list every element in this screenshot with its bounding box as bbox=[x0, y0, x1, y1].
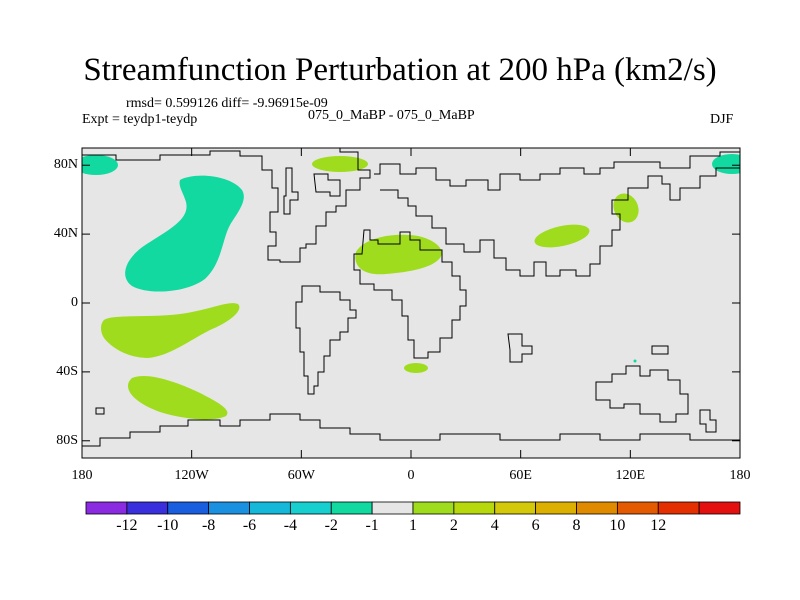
experiment-label: Expt = teydp1-teydp bbox=[82, 112, 198, 127]
coast-madagascar bbox=[507, 333, 533, 363]
x-tick-label: 180 bbox=[729, 468, 751, 483]
y-tick-label: 80N bbox=[53, 157, 78, 173]
colorbar-swatch bbox=[453, 501, 496, 515]
colorbar-swatch bbox=[535, 501, 577, 515]
colorbar-label: -4 bbox=[283, 517, 298, 534]
colorbar-label: -6 bbox=[242, 517, 257, 534]
colorbar-swatch bbox=[494, 501, 537, 515]
colorbar-label: 1 bbox=[409, 517, 417, 534]
coast-new-zealand bbox=[699, 409, 717, 433]
colorbar-swatch bbox=[85, 501, 128, 515]
colorbar-label: 8 bbox=[572, 517, 581, 534]
colorbar-label: -10 bbox=[157, 517, 179, 534]
colorbar-swatch bbox=[249, 501, 291, 515]
coast-eurasia-south bbox=[380, 167, 740, 277]
colorbar-label: 10 bbox=[609, 517, 626, 534]
coast-island-sw bbox=[95, 407, 105, 415]
colorbar-label: 6 bbox=[531, 517, 540, 534]
anomaly-dot bbox=[633, 359, 637, 363]
coast-hudson bbox=[283, 167, 299, 215]
colorbar-swatch bbox=[412, 501, 455, 515]
x-tick-label: 60W bbox=[287, 468, 315, 483]
x-tick-label: 120E bbox=[615, 468, 646, 483]
axis-ticks bbox=[81, 148, 741, 458]
colorbar-swatch bbox=[698, 501, 741, 515]
coast-australia bbox=[595, 365, 689, 423]
colorbar-swatch bbox=[208, 501, 250, 515]
coast-new-guinea bbox=[651, 345, 669, 355]
colorbar-label: 4 bbox=[490, 517, 499, 534]
chart-title: Streamfunction Perturbation at 200 hPa (… bbox=[83, 52, 717, 88]
anomaly-north-atlantic bbox=[312, 156, 368, 172]
colorbar-swatch bbox=[576, 501, 618, 515]
anomaly-north-pacific bbox=[125, 175, 244, 292]
anomaly-south-pacific-south bbox=[128, 375, 228, 420]
x-tick-label: 0 bbox=[407, 468, 415, 483]
colorbar-swatch bbox=[167, 501, 210, 515]
y-tick-label: 40N bbox=[53, 226, 78, 242]
coast-south-america bbox=[295, 285, 357, 395]
colorbar-swatch bbox=[289, 501, 332, 515]
colorbar-swatch bbox=[657, 501, 700, 515]
coast-north-america bbox=[82, 148, 371, 263]
anomaly-arctic-east bbox=[712, 154, 740, 174]
colorbar-label: 12 bbox=[650, 517, 667, 534]
colorbar-swatch bbox=[126, 501, 169, 515]
colorbar-label: -1 bbox=[365, 517, 379, 534]
anomaly-layer bbox=[82, 154, 740, 420]
colorbar-swatch bbox=[371, 501, 414, 515]
colorbar-swatch bbox=[330, 501, 373, 515]
y-tick-label: 80S bbox=[56, 432, 78, 448]
colorbar bbox=[85, 501, 741, 515]
colorbar-label: -8 bbox=[201, 517, 216, 534]
x-tick-label: 180 bbox=[71, 468, 93, 483]
coast-antarctica bbox=[82, 413, 740, 447]
x-tick-label: 60E bbox=[509, 468, 532, 483]
anomaly-south-pacific-north bbox=[101, 303, 240, 358]
y-tick-label: 0 bbox=[71, 295, 78, 310]
y-tick-label: 40S bbox=[56, 363, 78, 379]
stats-line: rmsd= 0.599126 diff= -9.96915e-09 bbox=[126, 96, 328, 111]
x-tick-label: 120W bbox=[174, 468, 209, 483]
coast-africa bbox=[353, 229, 467, 359]
anomaly-central-asia bbox=[534, 224, 590, 248]
colorbar-label: -2 bbox=[324, 517, 338, 534]
coastlines bbox=[82, 148, 740, 447]
season-range-label: 075_0_MaBP - 075_0_MaBP bbox=[308, 108, 475, 123]
season-label: DJF bbox=[710, 112, 734, 127]
coast-eurasia-north bbox=[374, 151, 740, 191]
anomaly-south-atlantic bbox=[404, 363, 428, 373]
colorbar-label: -12 bbox=[116, 517, 138, 534]
colorbar-swatch bbox=[616, 501, 659, 515]
anomaly-arctic-west bbox=[82, 155, 118, 175]
coast-baffin bbox=[313, 173, 341, 197]
colorbar-label: 2 bbox=[449, 517, 458, 534]
